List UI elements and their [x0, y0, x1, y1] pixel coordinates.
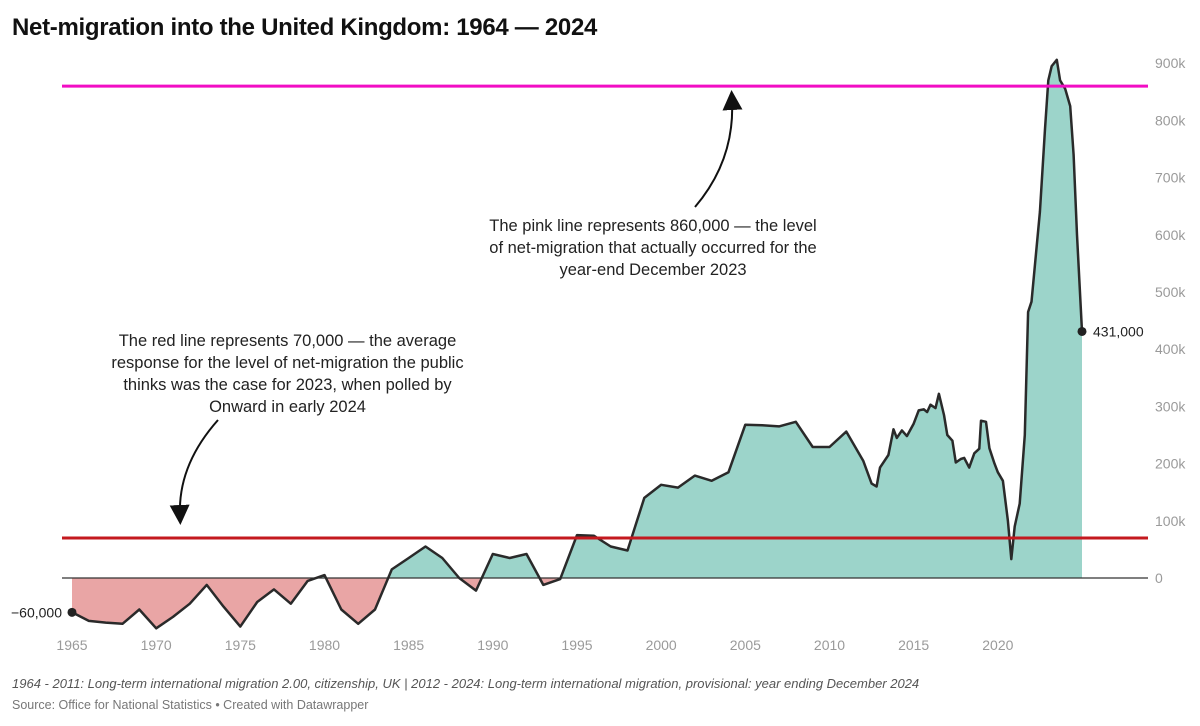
x-tick-label: 1975	[225, 637, 256, 653]
x-tick-label: 1995	[561, 637, 592, 653]
positive-area	[72, 59, 1082, 578]
x-tick-label: 2020	[982, 637, 1013, 653]
y-tick-label: 800k	[1155, 112, 1186, 128]
red-line-annotation: The red line represents 70,000 — the ave…	[111, 332, 464, 416]
x-tick-label: 2005	[730, 637, 761, 653]
y-tick-label: 500k	[1155, 284, 1186, 300]
y-tick-label: 100k	[1155, 513, 1186, 529]
x-tick-label: 2015	[898, 637, 929, 653]
y-tick-label: 200k	[1155, 456, 1186, 472]
red-annotation-arrow	[169, 419, 219, 525]
chart-title: Net-migration into the United Kingdom: 1…	[12, 14, 598, 41]
x-tick-label: 1985	[393, 637, 424, 653]
y-tick-label: 300k	[1155, 398, 1186, 414]
x-tick-label: 2000	[646, 637, 677, 653]
point-marker	[1077, 326, 1087, 336]
chart-source: Source: Office for National Statistics •…	[12, 698, 369, 712]
y-tick-label: 0	[1155, 570, 1163, 586]
x-tick-label: 1965	[56, 637, 87, 653]
y-tick-label: 700k	[1155, 170, 1186, 186]
y-tick-label: 600k	[1155, 227, 1186, 243]
x-tick-label: 1990	[477, 637, 508, 653]
y-tick-label: 400k	[1155, 341, 1186, 357]
x-tick-label: 1980	[309, 637, 340, 653]
point-marker	[67, 607, 77, 617]
chart-notes: 1964 - 2011: Long-term international mig…	[12, 676, 920, 691]
x-tick-label: 1970	[141, 637, 172, 653]
pink-annotation-arrow	[694, 90, 743, 208]
pink-line-annotation: The pink line represents 860,000 — the l…	[489, 217, 817, 279]
x-tick-label: 2010	[814, 637, 845, 653]
point-label: −60,000	[11, 604, 62, 620]
point-label: 431,000	[1093, 323, 1144, 339]
negative-area	[72, 578, 1082, 629]
y-tick-label: 900k	[1155, 55, 1186, 71]
series-line	[71, 58, 1084, 630]
